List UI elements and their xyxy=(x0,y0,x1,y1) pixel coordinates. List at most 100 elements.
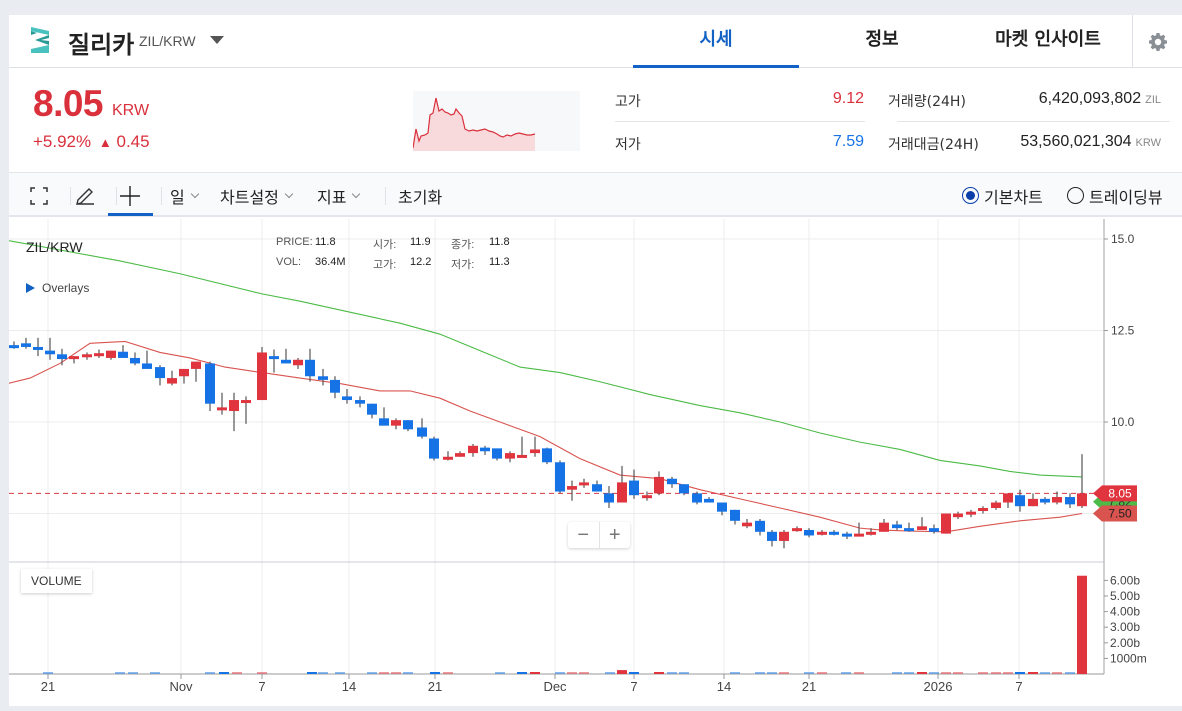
svg-text:7: 7 xyxy=(1015,679,1022,694)
reset-button[interactable]: 초기화 xyxy=(398,187,443,207)
svg-text:2.00b: 2.00b xyxy=(1110,636,1140,650)
value-24h-label: 거래대금(24H) xyxy=(888,137,979,153)
chevron-down-icon xyxy=(284,189,294,198)
radio-tradingview[interactable]: 트레이딩뷰 xyxy=(1067,173,1163,218)
svg-text:10.0: 10.0 xyxy=(1111,415,1135,429)
info-open-label: 시가: xyxy=(373,239,397,251)
indicators-label: 지표 xyxy=(317,187,347,207)
gear-icon xyxy=(1148,32,1167,51)
separator xyxy=(161,187,162,205)
info-close-label: 종가: xyxy=(451,239,475,251)
draw-button[interactable] xyxy=(74,173,96,218)
chart-zoom-control: − + xyxy=(568,522,630,548)
separator xyxy=(116,187,117,205)
svg-text:21: 21 xyxy=(428,679,442,694)
tab-market-insight[interactable]: 마켓 인사이트 xyxy=(995,29,1101,50)
interval-dropdown[interactable]: 일 xyxy=(170,173,199,218)
volume-pane-label: VOLUME xyxy=(21,569,92,593)
chart-toolbar: 일 차트설정 지표 초기화 기본차트 트레이딩뷰 xyxy=(9,172,1182,217)
change-amount: 0.45 xyxy=(116,132,150,151)
separator xyxy=(70,187,71,205)
overlays-toggle[interactable]: Overlays xyxy=(26,281,89,295)
indicators-dropdown[interactable]: 지표 xyxy=(317,173,361,218)
volume-unit: ZIL xyxy=(1145,94,1161,106)
crosshair-icon xyxy=(120,185,140,206)
zoom-in-button[interactable]: + xyxy=(608,523,621,546)
info-price-label: PRICE: xyxy=(276,236,313,248)
interval-label: 일 xyxy=(170,187,185,207)
chevron-down-icon xyxy=(190,189,199,198)
chart-pair-label: ZIL/KRW xyxy=(26,239,83,255)
coin-pair: ZIL/KRW xyxy=(139,33,196,49)
price-unit: KRW xyxy=(112,102,150,119)
radio-basic-chart[interactable]: 기본차트 xyxy=(962,173,1043,218)
svg-text:21: 21 xyxy=(802,679,816,694)
value-24h-value: 53,560,021,304 xyxy=(1020,133,1132,150)
info-high-value: 12.2 xyxy=(410,256,432,268)
volume-24h-value: 6,420,093,802 xyxy=(1038,90,1142,107)
header: 질리카 ZIL/KRW 시세 정보 마켓 인사이트 xyxy=(9,15,1182,68)
svg-text:4.00b: 4.00b xyxy=(1110,605,1140,619)
tab-price[interactable]: 시세 xyxy=(633,15,799,68)
svg-text:15.0: 15.0 xyxy=(1111,232,1135,246)
overlays-label: Overlays xyxy=(42,281,90,295)
coin-name: 질리카 xyxy=(68,31,135,59)
svg-text:12.5: 12.5 xyxy=(1111,324,1135,338)
change-percent: +5.92% xyxy=(33,132,92,151)
price-change: +5.92% ▲ 0.45 xyxy=(33,132,150,152)
divider xyxy=(615,121,865,122)
radio-selected-icon xyxy=(962,187,979,204)
svg-text:3.00b: 3.00b xyxy=(1110,620,1140,634)
high-value: 9.12 xyxy=(832,90,864,107)
chevron-down-icon xyxy=(352,189,361,198)
value-24h: 53,560,021,304 KRW xyxy=(969,133,1161,151)
low-value: 7.59 xyxy=(832,133,864,150)
divider xyxy=(897,121,1170,122)
svg-text:21: 21 xyxy=(41,679,55,694)
tab-info[interactable]: 정보 xyxy=(865,29,899,50)
info-low-label: 저가: xyxy=(451,259,475,271)
svg-text:14: 14 xyxy=(717,679,731,694)
svg-text:8.05: 8.05 xyxy=(1108,486,1132,500)
svg-text:1000m: 1000m xyxy=(1110,651,1147,665)
svg-text:Nov: Nov xyxy=(169,679,193,694)
chart-settings-dropdown[interactable]: 차트설정 xyxy=(220,173,294,218)
zilliqa-logo-icon xyxy=(31,27,49,53)
chart-settings-label: 차트설정 xyxy=(220,187,279,207)
info-open-value: 11.9 xyxy=(410,236,431,248)
radio-tradingview-label: 트레이딩뷰 xyxy=(1089,187,1163,207)
coin-select-dropdown-icon[interactable] xyxy=(210,36,224,44)
main-panel: 질리카 ZIL/KRW 시세 정보 마켓 인사이트 8.05 KRW +5.92… xyxy=(0,15,1182,706)
fullscreen-icon xyxy=(30,186,48,205)
svg-text:Dec: Dec xyxy=(543,679,567,694)
radio-basic-label: 기본차트 xyxy=(984,187,1043,207)
info-vol-label: VOL: xyxy=(276,256,302,268)
pencil-icon xyxy=(76,187,94,205)
info-price-value: 11.8 xyxy=(315,236,336,248)
play-triangle-icon xyxy=(26,283,35,293)
info-low-value: 11.3 xyxy=(489,256,510,268)
price-chart[interactable]: 15.0 12.5 10.0 6.00b 5.00b 4.00b 3.00b 2.00b 100… xyxy=(0,219,1182,706)
crosshair-button[interactable] xyxy=(119,173,141,218)
info-close-value: 11.8 xyxy=(489,236,510,248)
info-high-label: 고가: xyxy=(373,259,397,271)
settings-button[interactable] xyxy=(1132,15,1182,68)
svg-text:2026: 2026 xyxy=(924,679,953,694)
info-vol-value: 36.4M xyxy=(315,256,346,268)
svg-text:7: 7 xyxy=(258,679,265,694)
volume-24h: 6,420,093,802 ZIL xyxy=(969,90,1161,108)
svg-text:7.50: 7.50 xyxy=(1108,507,1132,521)
svg-text:7: 7 xyxy=(630,679,637,694)
zoom-out-button[interactable]: − xyxy=(568,522,600,548)
current-price: 8.05 xyxy=(33,83,104,124)
active-tool-indicator xyxy=(108,213,153,216)
volume-24h-label: 거래량(24H) xyxy=(888,94,966,110)
up-arrow-icon: ▲ xyxy=(98,135,112,150)
svg-text:14: 14 xyxy=(342,679,356,694)
fullscreen-button[interactable] xyxy=(29,173,49,218)
radio-unselected-icon xyxy=(1067,187,1084,204)
svg-text:5.00b: 5.00b xyxy=(1110,589,1140,603)
sparkline-chart xyxy=(412,91,580,151)
high-label: 고가 xyxy=(615,94,641,110)
